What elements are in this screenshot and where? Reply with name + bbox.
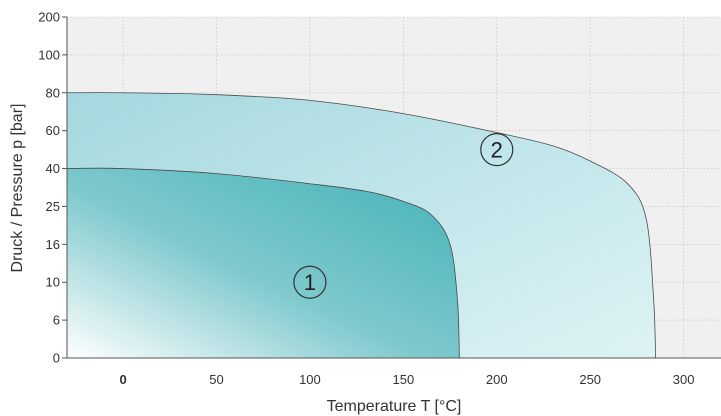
y-tick-label: 6 <box>53 313 60 328</box>
x-tick-label: 0 <box>119 372 126 387</box>
region-1-marker: 1 <box>293 265 327 299</box>
regions: 21 <box>66 92 657 359</box>
x-tick-label: 250 <box>579 372 601 387</box>
y-tick-label: 60 <box>46 123 60 138</box>
region-2-marker: 2 <box>480 133 514 167</box>
y-tick-label: 0 <box>53 351 60 366</box>
x-tick-label: 300 <box>673 372 695 387</box>
y-tick-label: 80 <box>46 85 60 100</box>
x-tick-label: 150 <box>392 372 414 387</box>
x-ticks: 0 50 100 150 200 250 300 <box>119 372 694 387</box>
x-tick-label: 100 <box>299 372 321 387</box>
x-tick-label: 200 <box>486 372 508 387</box>
y-axis-title: Druck / Pressure p [bar] <box>9 104 26 273</box>
y-tick-label: 10 <box>46 275 60 290</box>
x-tick-label: 50 <box>209 372 223 387</box>
x-axis-title: Temperature T [°C] <box>327 398 462 415</box>
region-2-label: 2 <box>491 138 503 163</box>
y-tick-label: 200 <box>38 10 60 25</box>
y-tick-label: 16 <box>46 237 60 252</box>
region-2-circle <box>480 133 514 167</box>
region-1-area <box>66 167 460 359</box>
region-1-circle <box>293 265 327 299</box>
y-tick-label: 25 <box>46 199 60 214</box>
y-tick-label: 100 <box>38 47 60 62</box>
y-tick-label: 40 <box>46 161 60 176</box>
y-ticks: 0 6 10 16 25 40 60 80 100 200 <box>38 10 67 366</box>
region-1-label: 1 <box>304 270 316 295</box>
